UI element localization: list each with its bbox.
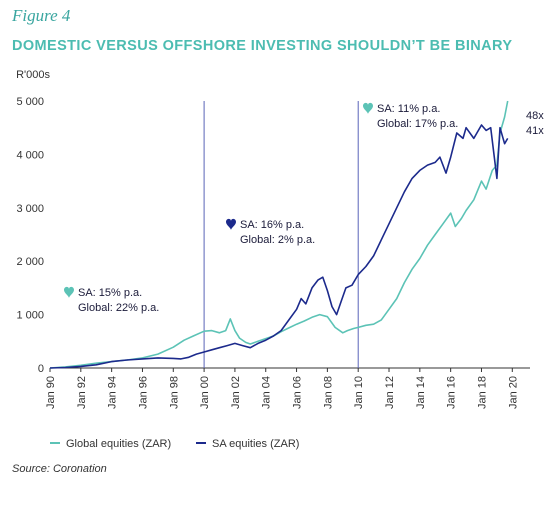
- x-tick-label: Jan 00: [199, 376, 211, 409]
- heart-icon: [363, 102, 373, 114]
- line-chart: R'000s 0 1 000 2 000 3 000 4 000 5 000 Jan 90…: [16, 69, 544, 450]
- legend-item: Global equities (ZAR): [50, 438, 171, 450]
- series-lines: [49, 100, 509, 369]
- annotation-line-1: SA: 11% p.a.: [377, 103, 440, 115]
- legend-label: SA equities (ZAR): [212, 438, 299, 450]
- x-tick-label: Jan 90: [45, 376, 57, 409]
- series-line: [49, 124, 509, 369]
- x-tick-label: Jan 02: [230, 376, 242, 409]
- legend: Global equities (ZAR) SA equities (ZAR): [50, 438, 299, 450]
- x-tick-label: Jan 92: [76, 376, 88, 409]
- annotation: SA: 15% p.a. Global: 22% p.a.: [64, 286, 159, 314]
- y-axis-ticks: 0 1 000 2 000 3 000 4 000 5 000: [16, 96, 44, 375]
- vertical-markers: [203, 101, 359, 368]
- x-tick-label: Jan 10: [353, 376, 365, 409]
- annotation: SA: 11% p.a. Global: 17% p.a.: [363, 102, 458, 130]
- annotation-line-1: SA: 16% p.a.: [240, 219, 304, 231]
- source-note: Source: Coronation: [12, 463, 107, 475]
- x-tick-label: Jan 12: [384, 376, 396, 409]
- x-tick-label: Jan 08: [322, 376, 334, 409]
- figure-label: Figure 4: [12, 6, 71, 25]
- end-label: 48x: [526, 110, 544, 122]
- heart-icon: [64, 286, 74, 298]
- heart-icon: [226, 218, 236, 230]
- x-tick-label: Jan 16: [446, 376, 458, 409]
- x-tick-label: Jan 18: [476, 376, 488, 409]
- x-tick-label: Jan 94: [107, 376, 119, 409]
- legend-label: Global equities (ZAR): [66, 438, 171, 450]
- legend-item: SA equities (ZAR): [196, 438, 299, 450]
- y-tick-label: 5 000: [16, 96, 44, 108]
- annotations: SA: 15% p.a. Global: 22% p.a. SA: 16% p.a.…: [64, 102, 458, 314]
- x-tick-label: Jan 20: [507, 376, 519, 409]
- x-tick-label: Jan 96: [137, 376, 149, 409]
- x-tick-label: Jan 98: [168, 376, 180, 409]
- y-tick-label: 2 000: [16, 256, 44, 268]
- annotation-line-2: Global: 2% p.a.: [240, 234, 315, 246]
- annotation-line-1: SA: 15% p.a.: [78, 287, 142, 299]
- annotation-line-2: Global: 17% p.a.: [377, 118, 458, 130]
- x-tick-label: Jan 14: [415, 376, 427, 409]
- end-label: 41x: [526, 125, 544, 137]
- y-tick-label: 4 000: [16, 149, 44, 161]
- annotation-line-2: Global: 22% p.a.: [78, 302, 159, 314]
- series-line: [49, 100, 509, 369]
- y-tick-label: 3 000: [16, 203, 44, 215]
- y-tick-label: 1 000: [16, 310, 44, 322]
- x-tick-label: Jan 04: [261, 376, 273, 409]
- y-tick-label: 0: [38, 363, 44, 375]
- y-axis-label: R'000s: [16, 69, 50, 81]
- chart-headline: DOMESTIC VERSUS OFFSHORE INVESTING SHOUL…: [12, 38, 513, 54]
- annotation: SA: 16% p.a. Global: 2% p.a.: [226, 218, 315, 246]
- x-tick-label: Jan 06: [292, 376, 304, 409]
- x-axis-ticks: Jan 90 Jan 92 Jan 94 Jan 96 Jan 98 Jan 00 Jan …: [45, 368, 519, 409]
